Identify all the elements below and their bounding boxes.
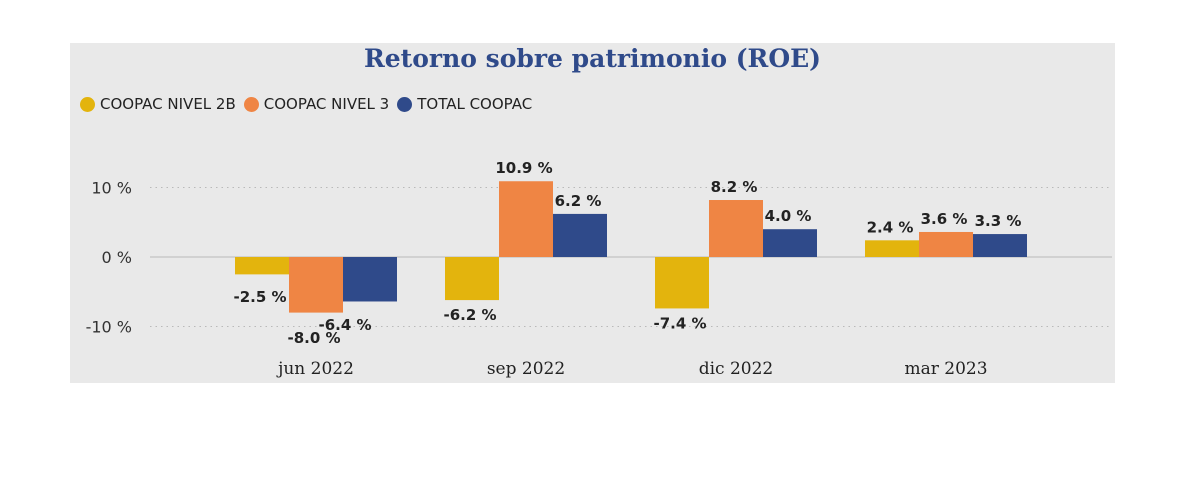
legend-item-coopac-nivel-3: COOPAC NIVEL 3: [243, 95, 390, 113]
chart-panel: Retorno sobre patrimonio (ROE) COOPAC NI…: [70, 43, 1115, 383]
y-tick-label: 10 %: [91, 179, 132, 198]
y-tick-label: 0 %: [102, 248, 132, 267]
y-tick-label: -10 %: [86, 318, 132, 337]
data-label: -8.0 %: [287, 329, 340, 347]
data-label: 2.4 %: [867, 218, 914, 236]
data-label: 8.2 %: [711, 178, 758, 196]
data-label: 4.0 %: [765, 207, 812, 225]
x-tick-label: jun 2022: [276, 359, 354, 379]
data-label: 6.2 %: [555, 192, 602, 210]
data-label: -6.2 %: [443, 306, 496, 324]
data-label: 10.9 %: [495, 159, 552, 177]
legend-swatch-coopac-nivel-3: [243, 96, 259, 112]
legend-swatch-coopac-nivel-2b: [80, 96, 95, 112]
x-tick-label: sep 2022: [487, 359, 565, 379]
bar: [235, 257, 289, 275]
bar: [973, 234, 1027, 257]
data-label: -7.4 %: [653, 314, 706, 332]
bar-chart-plot: 10 % 0 % -10 % -2.5 % -8.0 %-6.4 % jun 2022 -6…: [86, 159, 1112, 379]
data-label: 3.3 %: [975, 212, 1022, 230]
bar: [919, 231, 973, 257]
bar: [289, 257, 343, 313]
legend-label-total-coopac: TOTAL COOPAC: [417, 95, 533, 113]
bar: [343, 257, 397, 302]
bar: [553, 213, 607, 257]
legend: COOPAC NIVEL 2B COOPAC NIVEL 3 TOTAL COO…: [80, 95, 540, 113]
legend-label-coopac-nivel-3: COOPAC NIVEL 3: [263, 95, 390, 113]
legend-label-coopac-nivel-2b: COOPAC NIVEL 2B: [100, 95, 236, 113]
data-label: -2.5 %: [233, 288, 286, 306]
bar: [865, 240, 919, 257]
bar: [763, 229, 817, 257]
data-label: -6.4 %: [318, 316, 371, 334]
data-label: 3.6 %: [921, 210, 968, 228]
bar: [445, 257, 499, 301]
legend-item-total-coopac: TOTAL COOPAC: [397, 95, 532, 113]
bar: [499, 181, 553, 257]
bar: [709, 200, 763, 257]
legend-swatch-total-coopac: [397, 96, 413, 112]
legend-item-coopac-nivel-2b: COOPAC NIVEL 2B: [80, 95, 236, 113]
bar: [655, 257, 709, 309]
x-tick-label: mar 2023: [904, 359, 987, 379]
chart-title: Retorno sobre patrimonio (ROE): [364, 44, 821, 73]
x-tick-label: dic 2022: [699, 359, 774, 379]
